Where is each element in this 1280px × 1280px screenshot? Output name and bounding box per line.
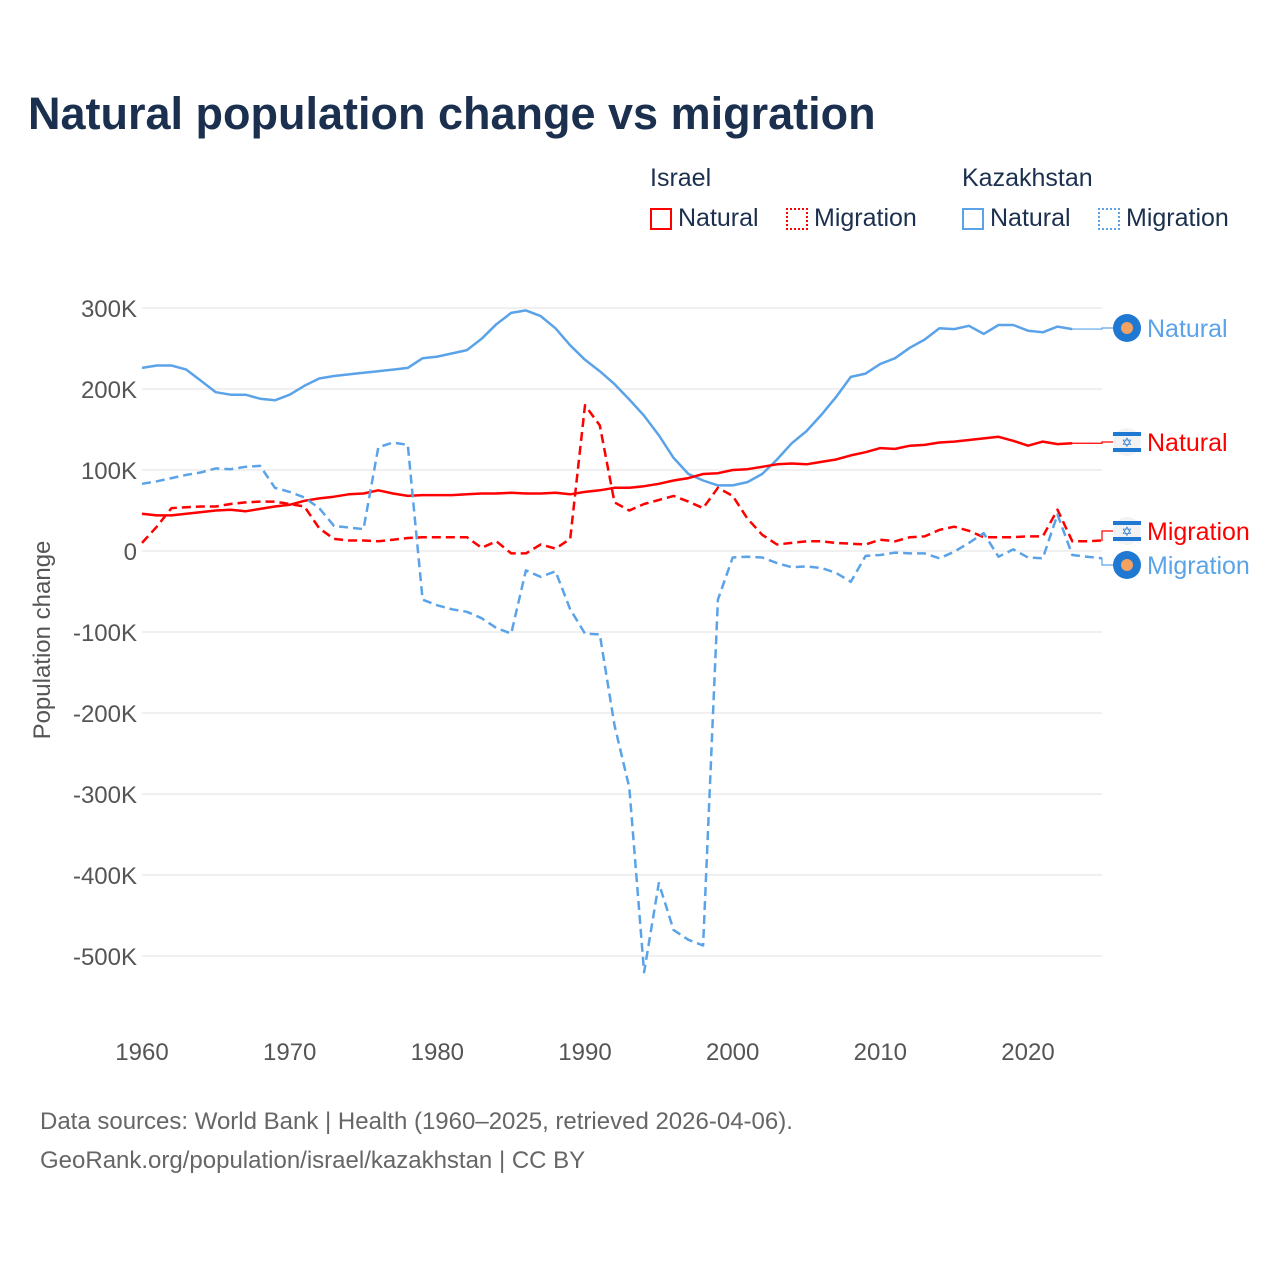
x-tick-label: 1990 xyxy=(558,1039,611,1066)
y-axis-label: Population change xyxy=(29,541,56,740)
series-line-israel-migration xyxy=(141,403,1102,555)
x-tick-label: 1980 xyxy=(411,1039,464,1066)
y-tick-label: 200K xyxy=(81,377,137,404)
legend-group-kazakhstan: Kazakhstan xyxy=(962,164,1093,192)
star-of-david-icon: ✡ xyxy=(1122,524,1133,539)
label-connector xyxy=(1101,557,1113,566)
source-line-2[interactable]: GeoRank.org/population/israel/kazakhstan… xyxy=(40,1147,586,1174)
x-tick-label: 2010 xyxy=(854,1039,907,1066)
israel-flag-icon: ✡ xyxy=(1113,428,1141,456)
y-tick-label: -100K xyxy=(73,620,137,647)
y-tick-label: -300K xyxy=(73,782,137,809)
kazakhstan-flag-icon xyxy=(1113,551,1141,579)
end-label-kz-natural: Natural xyxy=(1147,315,1228,343)
flag-stripe xyxy=(1113,432,1141,436)
label-connector xyxy=(1101,530,1113,542)
y-tick-label: -400K xyxy=(73,863,137,890)
legend-group-israel: Israel xyxy=(650,164,712,192)
label-connector xyxy=(1072,327,1113,330)
source-line-1: Data sources: World Bank | Health (1960–… xyxy=(40,1108,793,1135)
legend-israel-natural[interactable]: Natural xyxy=(650,204,759,233)
legend-swatch xyxy=(786,207,808,230)
flag-sun xyxy=(1121,559,1133,571)
legend-swatch xyxy=(650,207,672,230)
y-tick-label: -200K xyxy=(73,701,137,728)
israel-flag-icon: ✡ xyxy=(1113,517,1141,545)
series-line-israel-natural xyxy=(141,435,1073,517)
end-label-il-migration: Migration xyxy=(1147,518,1250,546)
flag-stripe xyxy=(1113,521,1141,525)
legend-kazakhstan-natural[interactable]: Natural xyxy=(962,204,1071,233)
legend-swatch xyxy=(1098,207,1120,230)
chart-title: Natural population change vs migration xyxy=(28,88,876,139)
legend-label: Natural xyxy=(990,204,1071,232)
end-label-il-natural: Natural xyxy=(1147,429,1228,457)
y-tick-label: 0 xyxy=(124,539,137,566)
flag-sun xyxy=(1121,322,1133,334)
legend-kazakhstan-migration[interactable]: Migration xyxy=(1098,204,1229,233)
flag-stripe xyxy=(1113,448,1141,452)
legend-label: Natural xyxy=(678,204,759,232)
legend-swatch xyxy=(962,207,984,230)
series-line-kazakhstan-migration xyxy=(141,441,1102,974)
label-connector xyxy=(1072,441,1113,444)
x-tick-label: 1960 xyxy=(115,1039,168,1066)
star-of-david-icon: ✡ xyxy=(1122,435,1133,450)
x-tick-label: 1970 xyxy=(263,1039,316,1066)
y-tick-label: -500K xyxy=(73,944,137,971)
y-tick-label: 300K xyxy=(81,296,137,323)
legend-label: Migration xyxy=(814,204,917,232)
legend-israel-migration[interactable]: Migration xyxy=(786,204,917,233)
flag-stripe xyxy=(1113,537,1141,541)
legend-label: Migration xyxy=(1126,204,1229,232)
x-tick-label: 2020 xyxy=(1001,1039,1054,1066)
kazakhstan-flag-icon xyxy=(1113,314,1141,342)
series-line-kazakhstan-natural xyxy=(141,309,1073,487)
x-tick-label: 2000 xyxy=(706,1039,759,1066)
end-label-kz-migration: Migration xyxy=(1147,552,1250,580)
y-tick-label: 100K xyxy=(81,458,137,485)
